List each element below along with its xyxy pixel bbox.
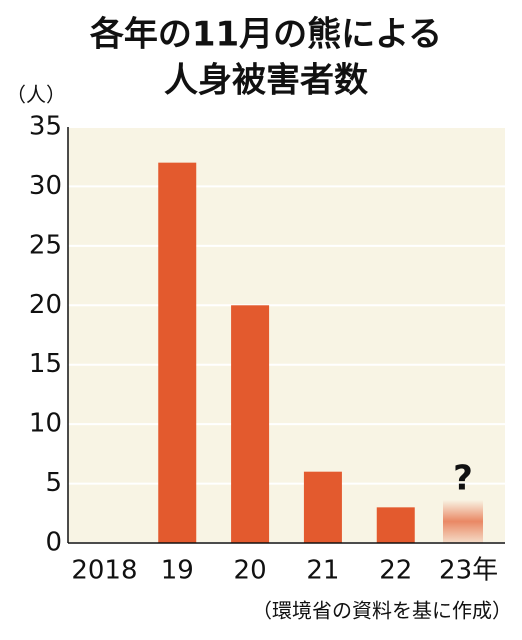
x-tick-label: 21: [306, 556, 339, 586]
unknown-bar: [443, 500, 483, 543]
chart-title: 人身被害者数: [164, 61, 368, 101]
bar: [231, 305, 270, 543]
x-tick-label: 19: [161, 556, 194, 586]
x-tick-label: 2018: [71, 556, 137, 586]
x-tick-label: 22: [379, 556, 412, 586]
chart-title: 各年の11月の熊による: [90, 15, 442, 55]
y-tick-label: 15: [29, 349, 62, 379]
y-tick-label: 25: [29, 230, 62, 260]
bar: [376, 507, 415, 543]
x-tick-label: 23年: [439, 556, 498, 586]
y-tick-label: 0: [45, 528, 62, 558]
bar: [158, 162, 197, 543]
y-unit: （人）: [6, 83, 66, 107]
y-tick-label: 10: [29, 409, 62, 439]
annotation: ?: [453, 459, 473, 499]
x-tick-label: 20: [234, 556, 267, 586]
y-tick-label: 20: [29, 290, 62, 320]
plot-area: [68, 127, 505, 543]
y-tick-label: 5: [45, 468, 62, 498]
bar: [303, 471, 342, 543]
source: （環境省の資料を基に作成）: [252, 599, 512, 623]
y-tick-label: 35: [29, 112, 62, 142]
y-tick-label: 30: [29, 171, 62, 201]
